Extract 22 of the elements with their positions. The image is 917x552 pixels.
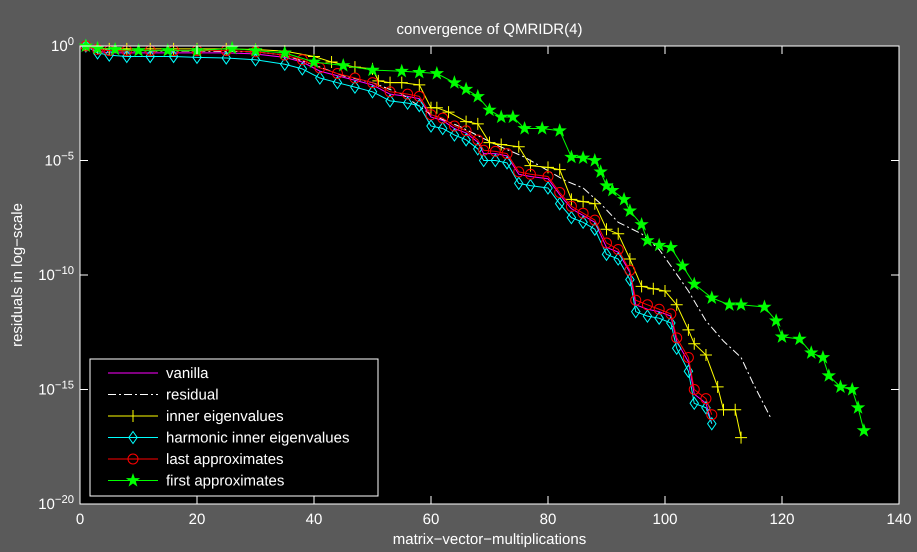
x-tick-label: 0 [76,511,84,528]
legend-label: last approximates [166,451,284,468]
legend-label: inner eigenvalues [166,408,284,425]
x-axis-title: matrix−vector−multiplications [392,531,586,548]
x-tick-label: 80 [540,511,556,528]
legend-label: first approximates [166,472,284,490]
x-tick-label: 140 [886,511,912,528]
x-tick-label: 120 [769,511,795,528]
y-axis-title: residuals in log−scale [9,203,26,347]
y-tick-label: 10$^{0}$ [51,36,74,55]
y-tick-label: 10$^{−5}$ [44,150,74,170]
legend-label: harmonic inner eigenvalues [166,430,350,446]
x-tick-label: 40 [306,511,322,528]
legend-label: residual [166,386,219,404]
x-tick-label: 20 [188,511,206,528]
chart-title: convergence of QMRIDR(4) [396,21,582,38]
x-tick-label: 60 [422,511,440,528]
y-tick-label: 10$^{−15}$ [38,380,74,398]
legend-label: vanilla [166,365,210,382]
y-tick-label: 10$^{−20}$ [38,494,74,513]
y-tick-label: 10$^{−10}$ [38,265,74,284]
x-tick-label: 100 [652,511,678,528]
